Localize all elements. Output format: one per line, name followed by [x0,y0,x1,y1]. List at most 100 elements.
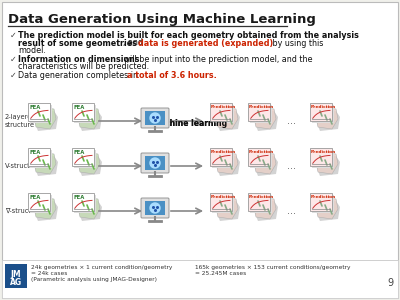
Polygon shape [78,109,102,131]
Polygon shape [78,199,102,221]
FancyBboxPatch shape [212,150,234,168]
Text: model.: model. [18,46,46,55]
Text: Prediction: Prediction [311,150,336,154]
Polygon shape [316,107,338,129]
FancyBboxPatch shape [248,148,270,166]
Polygon shape [216,107,238,129]
Text: Prediction: Prediction [211,150,236,154]
FancyBboxPatch shape [74,105,96,123]
Text: Data Generation Using Machine Learning: Data Generation Using Machine Learning [8,13,316,26]
Polygon shape [34,154,58,176]
Text: a total of 3.6 hours.: a total of 3.6 hours. [127,70,217,80]
Polygon shape [316,152,338,174]
FancyBboxPatch shape [141,198,169,218]
FancyBboxPatch shape [312,105,334,123]
Text: FEA: FEA [30,150,41,155]
Text: Prediction: Prediction [249,150,274,154]
Polygon shape [34,109,58,131]
FancyBboxPatch shape [145,111,165,125]
Circle shape [150,158,160,168]
Polygon shape [216,197,238,219]
FancyBboxPatch shape [212,105,234,123]
Text: 2-layered
structure: 2-layered structure [5,114,37,128]
Polygon shape [34,197,56,219]
FancyBboxPatch shape [312,195,334,213]
Text: FEA: FEA [30,105,41,110]
Text: (Parametric analysis using JMAG-Designer): (Parametric analysis using JMAG-Designer… [31,277,157,282]
FancyBboxPatch shape [141,153,169,173]
Polygon shape [254,197,276,219]
Text: result of some geometries: result of some geometries [18,38,137,47]
FancyBboxPatch shape [141,108,169,128]
FancyBboxPatch shape [250,195,272,213]
FancyBboxPatch shape [72,193,94,211]
FancyBboxPatch shape [145,201,165,215]
FancyBboxPatch shape [5,264,27,288]
Text: 24k geometries × 1 current condition/geometry: 24k geometries × 1 current condition/geo… [31,265,172,270]
FancyBboxPatch shape [2,2,398,298]
FancyBboxPatch shape [248,103,270,121]
Polygon shape [316,154,340,176]
Text: = 25.245M cases: = 25.245M cases [195,271,246,276]
Circle shape [150,203,160,213]
Polygon shape [216,109,240,131]
Polygon shape [78,107,100,129]
Polygon shape [34,199,58,221]
Polygon shape [316,197,338,219]
FancyBboxPatch shape [312,150,334,168]
FancyBboxPatch shape [210,148,232,166]
Polygon shape [254,109,278,131]
Text: Prediction: Prediction [249,195,274,199]
Text: ...: ... [286,116,296,126]
FancyBboxPatch shape [72,103,94,121]
Text: Prediction: Prediction [211,105,236,109]
Text: ∇-structure: ∇-structure [5,208,42,214]
Text: FEA: FEA [74,150,85,155]
FancyBboxPatch shape [2,260,398,298]
Text: ...: ... [286,206,296,216]
Polygon shape [78,154,102,176]
Text: ✓: ✓ [10,70,17,80]
Text: Prediction: Prediction [311,105,336,109]
Text: ...: ... [286,161,296,171]
Polygon shape [78,197,100,219]
FancyBboxPatch shape [30,105,52,123]
FancyBboxPatch shape [250,150,272,168]
Text: Prediction: Prediction [311,195,336,199]
FancyBboxPatch shape [212,195,234,213]
Text: ✓: ✓ [10,31,17,40]
FancyBboxPatch shape [28,148,50,166]
Text: Prediction: Prediction [249,105,274,109]
FancyBboxPatch shape [310,103,332,121]
FancyBboxPatch shape [74,195,96,213]
FancyBboxPatch shape [72,148,94,166]
Text: Prediction: Prediction [211,195,236,199]
FancyBboxPatch shape [310,148,332,166]
Text: ✓: ✓ [10,55,17,64]
Text: FEA: FEA [30,195,41,200]
Text: AG: AG [10,278,22,287]
Text: = 24k cases: = 24k cases [31,271,67,276]
Text: characteristics will be predicted.: characteristics will be predicted. [18,62,149,71]
FancyBboxPatch shape [28,103,50,121]
Text: Data generation completes in: Data generation completes in [18,70,140,80]
FancyBboxPatch shape [30,150,52,168]
FancyBboxPatch shape [250,105,272,123]
Text: will be input into the prediction model, and the: will be input into the prediction model,… [121,55,312,64]
Text: FEA: FEA [74,195,85,200]
Text: FEA: FEA [74,105,85,110]
Polygon shape [254,199,278,221]
Text: data is generated (expanded): data is generated (expanded) [138,38,273,47]
Text: JM: JM [11,270,21,279]
Text: 165k geometries × 153 current conditions/geometry: 165k geometries × 153 current conditions… [195,265,350,270]
Polygon shape [34,107,56,129]
Polygon shape [254,152,276,174]
FancyBboxPatch shape [28,193,50,211]
Text: Machine learning: Machine learning [152,119,228,128]
FancyBboxPatch shape [248,193,270,211]
Polygon shape [316,109,340,131]
Polygon shape [216,154,240,176]
Text: The prediction model is built for each geometry obtained from the analysis: The prediction model is built for each g… [18,31,359,40]
FancyBboxPatch shape [74,150,96,168]
Polygon shape [216,152,238,174]
